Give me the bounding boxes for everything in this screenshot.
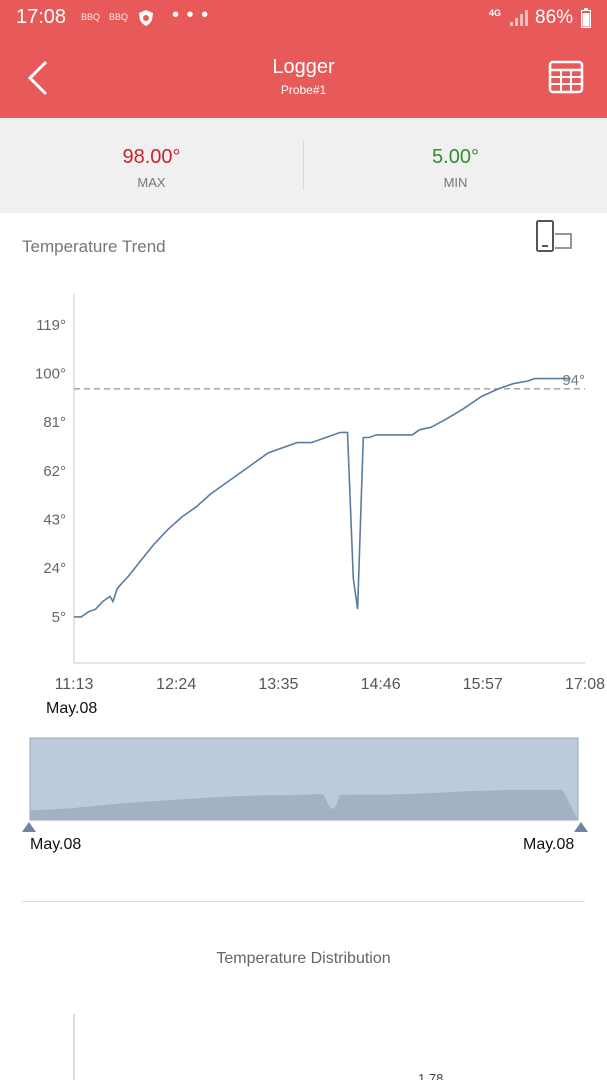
y-tick-label: 100° — [35, 365, 66, 382]
more-notifications-icon: • • • — [172, 4, 210, 26]
table-grid-icon — [548, 60, 584, 94]
back-button[interactable] — [22, 56, 54, 100]
stats-panel: 98.00° MAX 5.00° MIN — [0, 118, 607, 213]
page-subtitle: Probe#1 — [280, 83, 327, 97]
x-tick-label: 13:35 — [258, 676, 298, 693]
max-stat: 98.00° MAX — [0, 146, 303, 190]
page-title: Logger — [272, 56, 335, 78]
network-type: 4G — [489, 8, 502, 18]
range-end-handle[interactable] — [574, 822, 588, 832]
title-block: Logger Probe#1 — [0, 56, 607, 97]
y-tick-label: 43° — [43, 512, 66, 529]
temperature-series-line — [74, 377, 571, 618]
notification-bbq-icon: BBQ — [81, 12, 101, 22]
table-view-button[interactable] — [548, 59, 584, 95]
stats-divider — [303, 140, 304, 190]
x-tick-label: 17:08 — [565, 676, 605, 693]
range-end-label: May.08 — [523, 836, 575, 853]
app-bar: Logger Probe#1 — [0, 38, 607, 118]
section-divider — [22, 901, 585, 902]
range-overview-slider[interactable] — [22, 734, 588, 834]
x-tick-label: 11:13 — [55, 676, 94, 693]
distribution-title: Temperature Distribution — [216, 950, 391, 967]
overview-area — [30, 789, 578, 820]
reference-line-label: 94° — [562, 372, 585, 389]
rotate-screen-button[interactable] — [533, 218, 577, 254]
range-start-handle[interactable] — [22, 822, 36, 832]
min-label: MIN — [443, 175, 468, 190]
x-tick-label: 15:57 — [463, 676, 503, 693]
y-tick-label: 119° — [36, 317, 66, 334]
temperature-distribution-chart: 1.78 — [73, 1014, 443, 1080]
trend-title: Temperature Trend — [22, 237, 166, 256]
status-bar: 17:08 BBQ BBQ • • • 4G 86% — [0, 0, 607, 38]
clock: 17:08 — [16, 6, 67, 28]
max-value: 98.00° — [122, 146, 181, 168]
y-tick-label: 62° — [43, 463, 66, 480]
temperature-trend-chart[interactable]: 5° 24° 43° 62° 81° 100° 119° 11:13 12:24 13:35 14:… — [0, 280, 607, 720]
x-tick-label: 12:24 — [156, 676, 196, 693]
rotate-screen-icon — [536, 220, 572, 252]
min-value: 5.00° — [432, 146, 479, 168]
x-tick-label: 14:46 — [361, 676, 401, 693]
battery-percent: 86% — [535, 7, 574, 28]
y-tick-label: 24° — [43, 560, 66, 577]
x-date-label: May.08 — [46, 700, 97, 717]
battery-icon — [581, 8, 591, 28]
chevron-left-icon — [27, 60, 48, 96]
notification-bbq-icon: BBQ — [109, 12, 129, 22]
y-tick-label: 81° — [43, 414, 66, 431]
min-stat: 5.00° MIN — [304, 146, 607, 190]
signal-icon — [510, 10, 528, 26]
shield-app-icon — [139, 10, 153, 26]
max-label: MAX — [137, 175, 166, 190]
dist-value-label: 1.78 — [418, 1071, 443, 1080]
y-tick-label: 5° — [52, 609, 66, 626]
range-start-label: May.08 — [30, 836, 82, 853]
